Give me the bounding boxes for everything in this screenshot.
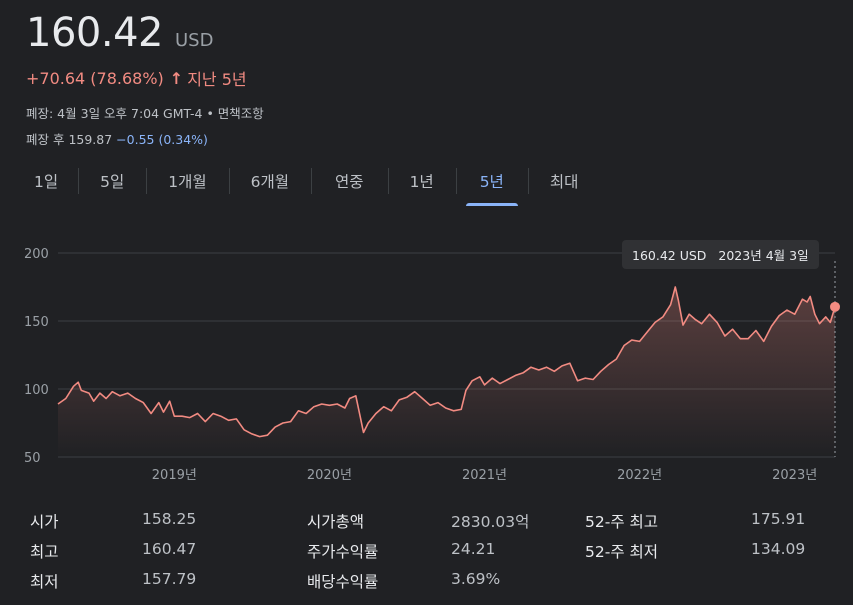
change-value: +70.64 (78.68%) (26, 68, 164, 88)
arrow-up-icon: ↑ (169, 68, 184, 88)
stat-1-2: 52-주 최저 134.09 (585, 540, 805, 562)
stat-label: 주가수익률 (307, 543, 379, 561)
range-tabs: 1일 5일 1개월 6개월 연중 1년 5년 최대 (14, 164, 601, 206)
y-tick-label: 100 (24, 383, 49, 398)
stat-label: 배당수익률 (307, 573, 379, 591)
stat-label: 최고 (30, 543, 59, 561)
current-price: 160.42 (26, 10, 163, 56)
stat-value: 24.21 (451, 540, 496, 558)
stat-value: 157.79 (142, 570, 197, 588)
hover-point (830, 301, 840, 312)
x-tick-label: 2019년 (152, 468, 197, 480)
change-period: 지난 5년 (187, 70, 247, 89)
x-tick-label: 2021년 (462, 468, 507, 480)
currency-label: USD (174, 30, 214, 51)
y-tick-label: 150 (24, 315, 49, 330)
after-hours-price: 폐장 후 159.87 (26, 132, 113, 147)
stat-value: 134.09 (751, 540, 806, 558)
stat-1-0: 최고 160.47 (30, 540, 196, 562)
stat-2-1: 배당수익률 3.69% (307, 570, 500, 592)
stat-value: 160.47 (142, 540, 197, 558)
tab-6[interactable]: 5년 (455, 164, 528, 206)
tab-0[interactable]: 1일 (34, 173, 59, 191)
stat-0-0: 시가 158.25 (30, 510, 196, 532)
tab-4[interactable]: 연중 (311, 164, 388, 200)
series-area (58, 287, 835, 457)
stat-value: 2830.03억 (451, 513, 530, 531)
stat-label: 52-주 최고 (585, 513, 659, 531)
after-hours-change: −0.55 (0.34%) (116, 132, 208, 147)
y-tick-label: 50 (24, 451, 41, 466)
stat-0-2: 52-주 최고 175.91 (585, 510, 805, 532)
x-tick-label: 2020년 (307, 468, 352, 480)
stat-label: 52-주 최저 (585, 543, 659, 561)
stat-0-1: 시가총액 2830.03억 (307, 510, 529, 532)
stat-value: 175.91 (751, 510, 806, 528)
close-info: 폐장: 4월 3일 오후 7:04 GMT-4 • 면책조항 (26, 106, 264, 121)
stat-value: 3.69% (451, 570, 501, 588)
after-hours-info: 폐장 후 159.87 −0.55 (0.34%) (26, 129, 208, 148)
stat-label: 시가 (30, 513, 59, 531)
x-tick-label: 2023년 (772, 468, 817, 480)
chart-tooltip: 160.42 USD 2023년 4월 3일 (622, 240, 819, 269)
tooltip-price: 160.42 USD (632, 248, 707, 263)
stat-2-0: 최저 157.79 (30, 570, 196, 592)
y-tick-label: 200 (24, 247, 49, 262)
x-tick-label: 2022년 (617, 468, 662, 480)
price-chart[interactable]: 200 150 100 50 2019년 2020년 2021년 2022년 2023년 (0, 225, 853, 480)
stat-label: 시가총액 (307, 513, 365, 531)
stat-label: 최저 (30, 573, 59, 591)
price-header: 160.42 USD (26, 10, 213, 56)
tab-1[interactable]: 5일 (78, 164, 146, 200)
tab-2[interactable]: 1개월 (146, 164, 228, 200)
stat-value: 158.25 (142, 510, 197, 528)
tab-3[interactable]: 6개월 (228, 164, 311, 200)
tab-5[interactable]: 1년 (387, 164, 456, 200)
tooltip-date: 2023년 4월 3일 (718, 248, 809, 263)
series-line (57, 286, 836, 438)
tab-7[interactable]: 최대 (527, 164, 601, 200)
price-change: +70.64 (78.68%) ↑ 지난 5년 (26, 66, 247, 90)
stat-1-1: 주가수익률 24.21 (307, 540, 495, 562)
